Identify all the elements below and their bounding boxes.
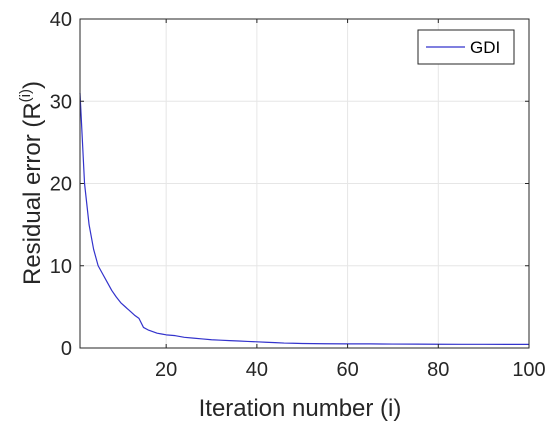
y-tick-label: 30 — [50, 91, 72, 113]
x-axis: 20 40 60 80 100 — [155, 19, 546, 381]
x-axis-title: Iteration number (i) — [199, 395, 402, 422]
y-axis: 0 10 20 30 40 — [50, 9, 529, 360]
grid-lines — [80, 18, 530, 349]
series-line-gdi — [79, 92, 529, 345]
y-axis-title-superscript: (i) — [17, 89, 34, 102]
x-tick-label: 100 — [512, 359, 545, 381]
y-axis-title: Residual error (R(i)) — [17, 81, 46, 285]
x-tick-label: 40 — [246, 359, 268, 381]
x-tick-label: 80 — [427, 359, 449, 381]
series-layer — [79, 92, 529, 345]
x-tick-label: 60 — [336, 359, 358, 381]
y-tick-label: 20 — [50, 174, 72, 196]
y-axis-title-closing: ) — [19, 81, 46, 89]
x-tick-label: 20 — [155, 359, 177, 381]
y-tick-label: 0 — [61, 338, 72, 360]
y-axis-title-base: Residual error (R — [19, 102, 46, 285]
legend-label: GDI — [470, 38, 500, 57]
legend: GDI — [417, 29, 515, 65]
y-tick-label: 40 — [50, 9, 72, 31]
y-tick-label: 10 — [50, 256, 72, 278]
